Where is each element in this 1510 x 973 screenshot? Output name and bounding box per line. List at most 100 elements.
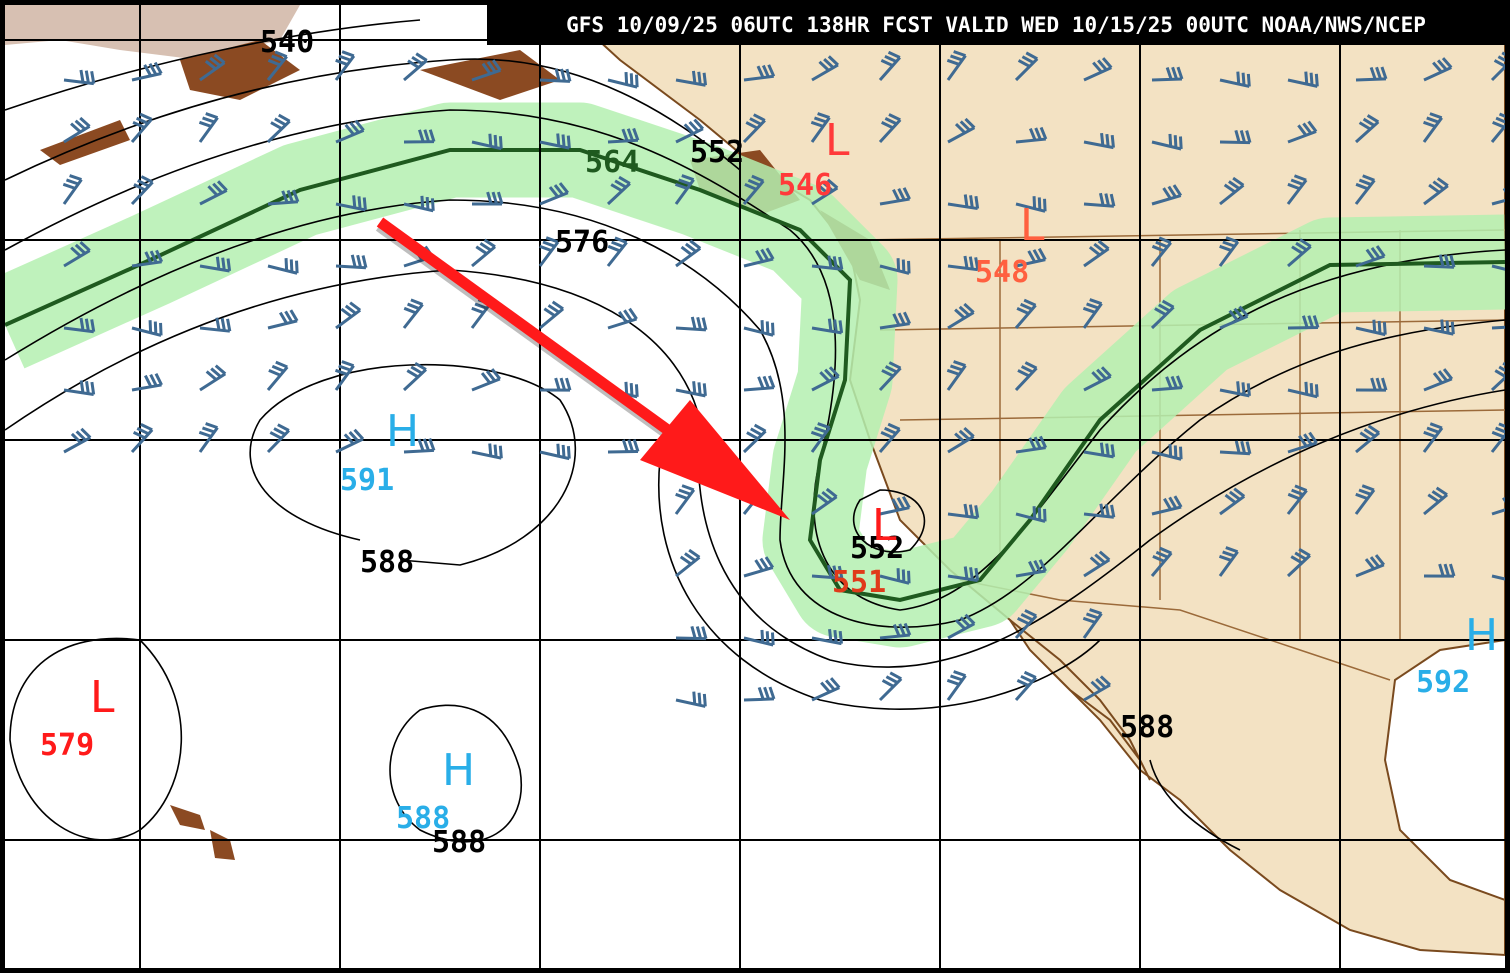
center-symbol: H xyxy=(1465,610,1498,661)
wind-barb xyxy=(742,423,767,454)
center-value: 592 xyxy=(1416,665,1470,700)
wind-barb xyxy=(1082,298,1103,329)
center-symbol: H xyxy=(442,745,475,796)
wind-barb xyxy=(1015,126,1048,144)
center-symbol: H xyxy=(386,406,419,457)
wind-barb xyxy=(335,195,367,212)
wind-barb xyxy=(1151,66,1184,82)
wind-barb xyxy=(266,113,291,144)
wind-barb xyxy=(947,194,980,211)
wind-barb xyxy=(878,113,902,144)
wind-barb xyxy=(199,180,228,206)
wind-barb xyxy=(63,241,91,268)
wind-barb xyxy=(1014,51,1039,82)
wind-barb xyxy=(1354,174,1376,205)
wind-barb xyxy=(131,249,164,268)
contour-label: 564 xyxy=(585,145,639,180)
wind-barb xyxy=(1015,435,1048,454)
wind-barb xyxy=(1355,66,1388,82)
wind-barb xyxy=(1015,247,1047,268)
wind-barb xyxy=(1219,71,1251,88)
wind-barb xyxy=(402,361,428,392)
wind-barb xyxy=(538,236,560,267)
wind-barb xyxy=(675,118,705,144)
wind-barb xyxy=(335,119,365,144)
wind-barb xyxy=(947,503,980,520)
wind-barb xyxy=(199,53,226,82)
wind-barb xyxy=(403,52,428,82)
wind-barb xyxy=(539,133,571,150)
wind-barb xyxy=(879,622,912,640)
wind-barb xyxy=(743,320,775,337)
wind-barb xyxy=(811,564,844,580)
wind-barb xyxy=(947,426,975,454)
wind-barb xyxy=(199,256,232,273)
wind-barb xyxy=(743,375,776,392)
wind-barb xyxy=(742,174,765,205)
wind-barb xyxy=(1083,503,1116,519)
center-value: 591 xyxy=(340,463,394,498)
wind-barb xyxy=(1082,608,1103,639)
wind-barb xyxy=(1219,305,1249,330)
wind-barb xyxy=(63,116,91,144)
wind-barb xyxy=(402,298,424,329)
contour-label: 552 xyxy=(690,135,744,170)
wind-barb xyxy=(607,307,638,330)
wind-barb xyxy=(1423,368,1454,392)
wind-barb xyxy=(63,380,96,396)
contour-label: 588 xyxy=(1120,710,1174,745)
wind-barb xyxy=(1490,422,1510,453)
wind-barb xyxy=(1355,319,1387,337)
wind-barb xyxy=(539,182,569,206)
header-title: GFS 10/09/25 06UTC 138HR FCST VALID WED … xyxy=(566,13,1426,37)
center-value: 546 xyxy=(778,168,832,203)
wind-barb xyxy=(199,364,227,392)
wind-barb xyxy=(674,174,695,205)
wind-barb xyxy=(1355,424,1381,454)
wind-barb xyxy=(1083,675,1112,702)
wind-barb xyxy=(1151,375,1184,392)
wind-barb xyxy=(1151,495,1183,516)
wind-barb xyxy=(1083,239,1110,268)
wind-barb xyxy=(811,255,844,271)
wind-barb xyxy=(1218,236,1240,267)
wind-barb xyxy=(947,302,975,330)
wind-barb xyxy=(471,443,503,460)
wind-barb xyxy=(267,189,300,206)
header-bar xyxy=(487,5,1505,45)
wind-barb xyxy=(607,439,640,454)
contour-label: 588 xyxy=(432,825,486,860)
wind-barb xyxy=(1287,71,1319,88)
wind-barb xyxy=(1286,547,1311,578)
wind-barb xyxy=(130,175,154,206)
wind-barb xyxy=(334,50,356,81)
wind-barb xyxy=(198,422,219,453)
wind-barb xyxy=(879,495,911,516)
wind-barb xyxy=(266,423,290,454)
wind-barb xyxy=(403,195,435,213)
wind-barb xyxy=(811,677,841,702)
wind-barb xyxy=(1355,377,1388,392)
wind-barb xyxy=(131,61,163,82)
wind-barb xyxy=(1083,366,1112,392)
wind-barb xyxy=(743,64,776,82)
wind-barb xyxy=(267,258,299,275)
contour-label: 552 xyxy=(850,531,904,566)
wind-barb xyxy=(675,381,707,398)
wind-barb xyxy=(1355,245,1386,268)
wind-barb xyxy=(1423,57,1453,82)
wind-barb xyxy=(266,50,288,81)
wind-barb xyxy=(63,69,96,86)
wind-barb xyxy=(471,133,503,151)
wind-barb xyxy=(1287,431,1318,454)
wind-barb xyxy=(199,317,232,333)
wind-barb xyxy=(1219,440,1252,456)
baja xyxy=(1009,619,1151,781)
wind-barb xyxy=(1083,442,1116,459)
wind-barb xyxy=(742,113,766,144)
wind-barb xyxy=(1083,57,1113,82)
wind-barb xyxy=(879,258,911,275)
wind-barb xyxy=(1287,120,1318,144)
wind-barb xyxy=(1014,670,1038,701)
